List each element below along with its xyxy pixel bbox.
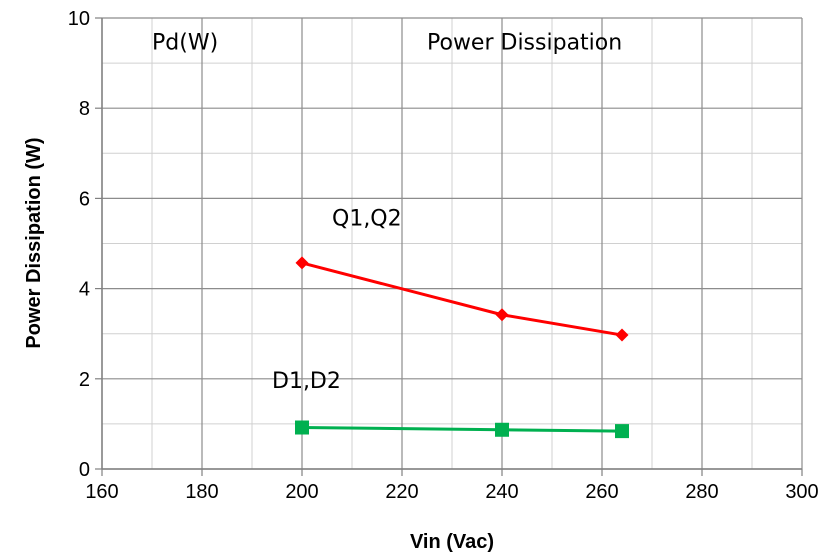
y-tick-label: 8 bbox=[79, 98, 90, 120]
x-tick-label: 180 bbox=[185, 481, 218, 503]
data-point-diamond bbox=[295, 256, 309, 270]
plot-annotation: Pd(W) bbox=[152, 31, 218, 56]
annotation-layer: Pd(W) Power Dissipation Q1,Q2 D1,D2 bbox=[152, 31, 622, 394]
series-line bbox=[301, 261, 623, 337]
data-point-square bbox=[615, 424, 629, 439]
x-tick-label: 240 bbox=[485, 481, 518, 503]
grid-layer bbox=[101, 17, 803, 470]
tick-layer: 160 180 200 220 240 260 280 300 0 2 4 6 8 10 bbox=[68, 8, 819, 503]
plot-annotation: Q1,Q2 bbox=[332, 206, 402, 231]
data-point-square bbox=[295, 420, 309, 435]
x-tick-label: 160 bbox=[85, 481, 118, 503]
data-point-diamond bbox=[495, 308, 509, 322]
x-tick-label: 280 bbox=[685, 481, 718, 503]
x-tick-label: 220 bbox=[385, 481, 418, 503]
y-tick-label: 4 bbox=[79, 279, 90, 301]
y-tick-label: 2 bbox=[79, 369, 90, 391]
x-tick-label: 200 bbox=[285, 481, 318, 503]
data-point-square bbox=[495, 422, 509, 437]
y-tick-label: 10 bbox=[68, 8, 90, 30]
series-line bbox=[301, 426, 623, 433]
y-tick-label: 0 bbox=[79, 459, 90, 481]
x-tick-label: 260 bbox=[585, 481, 618, 503]
data-point-diamond bbox=[615, 328, 629, 342]
y-axis-title: Power Dissipation (W) bbox=[23, 137, 45, 348]
plot-annotation: D1,D2 bbox=[272, 369, 341, 394]
x-tick-label: 300 bbox=[785, 481, 818, 503]
plot-annotation: Power Dissipation bbox=[427, 31, 622, 56]
y-tick-label: 6 bbox=[79, 188, 90, 210]
series-layer bbox=[295, 256, 629, 439]
x-axis-title: Vin (Vac) bbox=[410, 531, 494, 553]
